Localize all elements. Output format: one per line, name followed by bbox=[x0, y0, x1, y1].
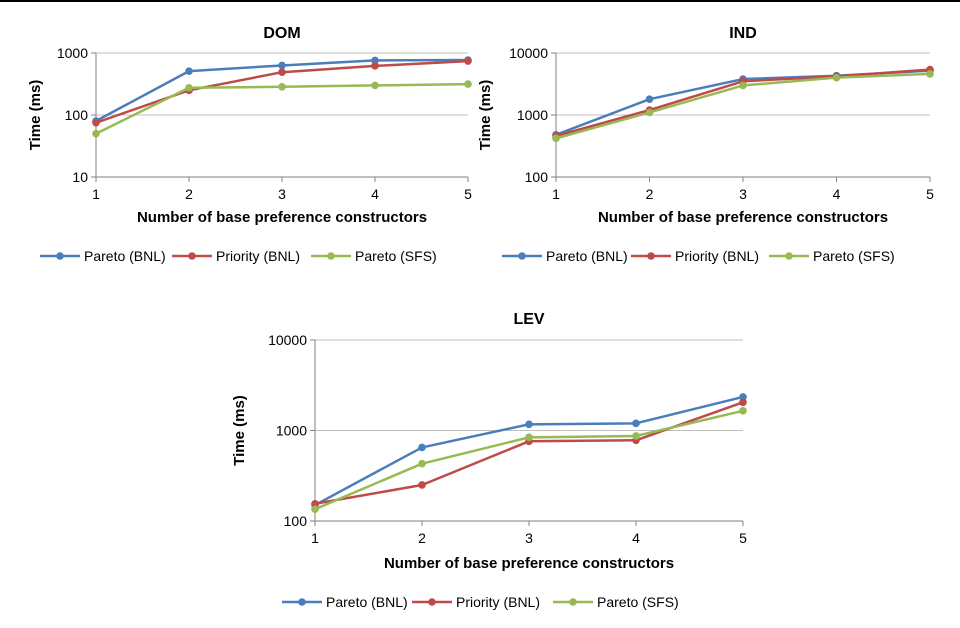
series-line-2 bbox=[314, 401, 744, 506]
x-tick-label: 2 bbox=[418, 530, 426, 546]
legend-label: Pareto (BNL) bbox=[546, 248, 628, 264]
series-2-point bbox=[739, 398, 747, 407]
x-axis-label: Number of base preference constructors bbox=[598, 209, 888, 226]
x-tick-label: 5 bbox=[739, 530, 747, 546]
series-3-point bbox=[525, 433, 533, 442]
series-3-point bbox=[632, 432, 640, 440]
y-tick-label: 100 bbox=[525, 169, 549, 185]
chart-ind: IND 100 1000 10000 1 2 3 4 5 Number of base prefe… bbox=[477, 25, 934, 264]
series-2-point bbox=[418, 481, 426, 489]
legend-swatch-marker bbox=[428, 598, 436, 606]
top-rule bbox=[0, 0, 960, 2]
series-3-point bbox=[311, 505, 319, 514]
x-tick-label: 1 bbox=[92, 186, 100, 202]
legend-label: Pareto (BNL) bbox=[326, 594, 408, 610]
chart-title: LEV bbox=[513, 311, 544, 328]
series-3-point bbox=[645, 108, 654, 117]
series-1-point bbox=[739, 393, 747, 401]
x-tick-label: 4 bbox=[371, 186, 379, 202]
legend-label: Pareto (SFS) bbox=[355, 248, 437, 264]
legend-swatch-marker bbox=[518, 252, 526, 260]
series-1-point bbox=[371, 56, 379, 65]
y-tick-label: 100 bbox=[65, 107, 89, 123]
series-1-point bbox=[632, 419, 640, 428]
series-3-point bbox=[278, 82, 286, 91]
series-2-point bbox=[464, 57, 472, 65]
x-tick-label: 1 bbox=[552, 186, 560, 202]
chart-title: DOM bbox=[263, 25, 300, 42]
legend-swatch-marker bbox=[647, 252, 655, 260]
legend-swatch-marker bbox=[56, 252, 64, 260]
x-tick-label: 1 bbox=[311, 530, 319, 546]
y-tick-label: 10000 bbox=[509, 45, 548, 61]
series-1-point bbox=[278, 61, 286, 70]
series-3-point bbox=[926, 70, 934, 78]
series-1-point bbox=[185, 67, 193, 75]
legend-swatch-marker bbox=[569, 598, 577, 606]
legend-swatch-marker bbox=[327, 252, 335, 260]
x-tick-label: 3 bbox=[739, 186, 747, 202]
series-1-point bbox=[418, 443, 426, 452]
series-3-point bbox=[92, 129, 100, 138]
series-3-point bbox=[464, 80, 472, 88]
y-axis-label: Time (ms) bbox=[477, 80, 494, 151]
y-tick-label: 1000 bbox=[276, 423, 307, 439]
x-tick-label: 2 bbox=[185, 186, 193, 202]
legend-label: Priority (BNL) bbox=[675, 248, 759, 264]
chart-lev: LEV 100 1000 10000 1 2 3 4 5 Number of base prefe… bbox=[231, 311, 747, 610]
legend-label: Pareto (BNL) bbox=[84, 248, 166, 264]
y-tick-label: 1000 bbox=[57, 45, 88, 61]
x-tick-label: 4 bbox=[833, 186, 841, 202]
series-1-point bbox=[645, 95, 654, 103]
x-axis-label: Number of base preference constructors bbox=[384, 555, 674, 572]
x-tick-label: 3 bbox=[278, 186, 286, 202]
y-tick-label: 1000 bbox=[517, 107, 548, 123]
chart-dom: DOM 10 100 1000 1 2 3 4 5 Number of base preferen… bbox=[27, 25, 472, 264]
series-3-point bbox=[739, 81, 747, 90]
y-tick-label: 10000 bbox=[268, 332, 307, 348]
series-3-point bbox=[371, 81, 379, 90]
x-axis-label: Number of base preference constructors bbox=[137, 209, 427, 226]
x-tick-label: 2 bbox=[646, 186, 654, 202]
series-2-point bbox=[311, 499, 319, 508]
series-3-point bbox=[739, 407, 747, 415]
x-tick-label: 5 bbox=[464, 186, 472, 202]
x-tick-label: 3 bbox=[525, 530, 533, 546]
series-2-point bbox=[278, 68, 286, 77]
series-3-point bbox=[185, 83, 193, 92]
series-2-point bbox=[371, 62, 379, 70]
legend-label: Priority (BNL) bbox=[216, 248, 300, 264]
series-3-point bbox=[832, 73, 841, 82]
series-3-point bbox=[552, 134, 560, 143]
chart-title: IND bbox=[729, 25, 757, 42]
legend-swatch-marker bbox=[785, 252, 793, 260]
y-tick-label: 100 bbox=[284, 513, 308, 529]
series-2-point bbox=[92, 118, 100, 127]
legend-label: Pareto (SFS) bbox=[597, 594, 679, 610]
legend-swatch-marker bbox=[298, 598, 306, 606]
y-tick-label: 10 bbox=[72, 169, 88, 185]
series-1-point bbox=[525, 420, 533, 429]
y-axis-label: Time (ms) bbox=[27, 80, 44, 151]
x-tick-label: 4 bbox=[632, 530, 640, 546]
legend-label: Pareto (SFS) bbox=[813, 248, 895, 264]
x-tick-label: 5 bbox=[926, 186, 934, 202]
series-3-point bbox=[418, 459, 426, 468]
legend-swatch-marker bbox=[188, 252, 196, 260]
y-axis-label: Time (ms) bbox=[231, 395, 248, 466]
series-line-1 bbox=[314, 395, 744, 507]
legend-label: Priority (BNL) bbox=[456, 594, 540, 610]
